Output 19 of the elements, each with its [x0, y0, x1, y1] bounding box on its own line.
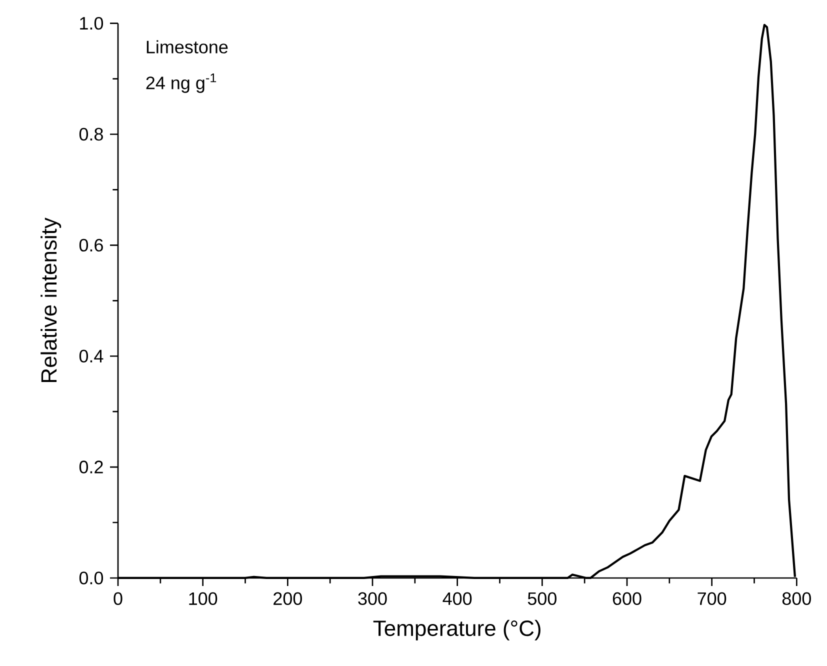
- x-tick-label: 100: [189, 592, 218, 605]
- x-tick-label: 300: [358, 592, 387, 605]
- x-tick-label: 500: [528, 592, 556, 605]
- x-tick-label: 0: [114, 592, 122, 605]
- y-tick-label: 0.2: [79, 460, 103, 474]
- annotation: Limestone: [146, 40, 228, 54]
- x-tick-label: 200: [274, 592, 302, 605]
- y-tick-label: 0.8: [79, 128, 103, 141]
- y-axis-title: Relative intensity: [40, 218, 62, 382]
- y-tick-label: 0.6: [79, 238, 103, 252]
- x-tick-label: 400: [442, 592, 472, 605]
- x-axis-title: Temperature (°C): [373, 620, 540, 640]
- y-tick-label: 0.0: [79, 572, 104, 584]
- annotation: 24 ng g$^{-1}$: [146, 73, 216, 93]
- y-tick-label: 0.4: [79, 350, 104, 362]
- x-tick-label: 700: [698, 592, 726, 605]
- x-tick-label: 800: [782, 592, 811, 605]
- y-tick-label: 1.0: [80, 16, 104, 30]
- x-tick-label: 600: [612, 592, 642, 605]
